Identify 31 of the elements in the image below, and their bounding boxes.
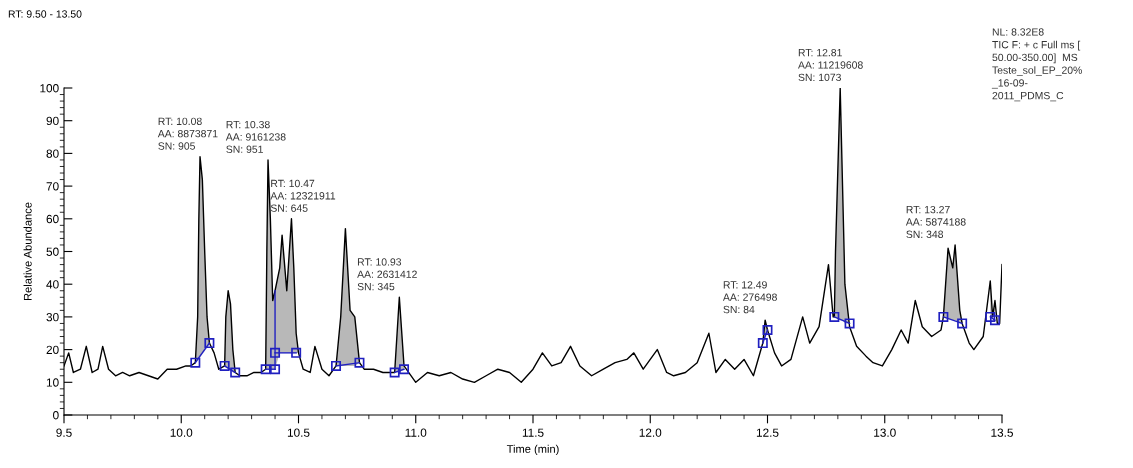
annotation: RT: 12.81 AA: 11219608 SN: 1073 xyxy=(798,48,863,82)
y-tick-label: 70 xyxy=(46,182,59,191)
y-tick-label: 40 xyxy=(46,280,59,289)
x-tick-label: 13.0 xyxy=(874,428,896,437)
y-tick-label: 90 xyxy=(46,116,59,126)
y-tick-label: 80 xyxy=(46,149,59,158)
annotation: RT: 12.49 AA: 276498 SN: 84 xyxy=(722,281,777,314)
y-tick-label: 50 xyxy=(46,247,59,256)
y-tick-label: 60 xyxy=(46,214,59,224)
x-tick-label: 10.5 xyxy=(287,428,310,437)
y-tick-label: 0 xyxy=(53,411,59,420)
annotation: RT: 10.08 AA: 8873871 SN: 905 xyxy=(157,117,218,150)
chart-title: RT: 9.50 - 13.50 xyxy=(8,10,82,18)
x-tick-label: 9.5 xyxy=(56,428,72,437)
annotation: RT: 10.93 AA: 2631412 SN: 345 xyxy=(357,258,417,291)
x-tick-label: 10.0 xyxy=(170,428,193,437)
x-tick-label: 12.5 xyxy=(756,428,779,437)
x-tick-label: 13.5 xyxy=(991,428,1013,437)
y-tick-label: 20 xyxy=(46,345,59,354)
x-tick-label: 11.0 xyxy=(405,428,427,437)
x-tick-label: 12.0 xyxy=(639,428,662,437)
annotation: RT: 13.27 AA: 5874188 SN: 348 xyxy=(905,205,966,238)
annotation: NL: 8.32E8 TIC F: + c Full ms [ 50.00-350.00] MS Teste_sol_EP_20% _16-09- 2011_PDMS_C xyxy=(991,28,1082,102)
x-axis-title: Time (min) xyxy=(506,444,559,456)
y-axis-title: Relative Abundance xyxy=(23,202,32,301)
y-tick-label: 10 xyxy=(46,378,59,387)
annotation: RT: 10.38 AA: 9161238 SN: 951 xyxy=(225,120,286,153)
y-tick-label: 30 xyxy=(46,312,59,322)
y-tick-label: 100 xyxy=(40,84,59,93)
x-tick-label: 11.5 xyxy=(522,428,544,437)
annotation: RT: 10.47 AA: 12321911 SN: 645 xyxy=(270,179,336,212)
